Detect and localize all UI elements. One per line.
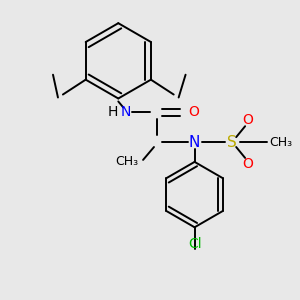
Text: O: O bbox=[243, 157, 254, 171]
Text: Cl: Cl bbox=[188, 237, 201, 251]
Text: N: N bbox=[120, 105, 131, 119]
Text: O: O bbox=[189, 105, 200, 119]
Text: O: O bbox=[243, 113, 254, 127]
Text: S: S bbox=[227, 135, 237, 150]
Text: CH₃: CH₃ bbox=[115, 155, 138, 168]
Text: CH₃: CH₃ bbox=[269, 136, 292, 148]
Text: H: H bbox=[108, 105, 118, 119]
Text: N: N bbox=[189, 135, 200, 150]
